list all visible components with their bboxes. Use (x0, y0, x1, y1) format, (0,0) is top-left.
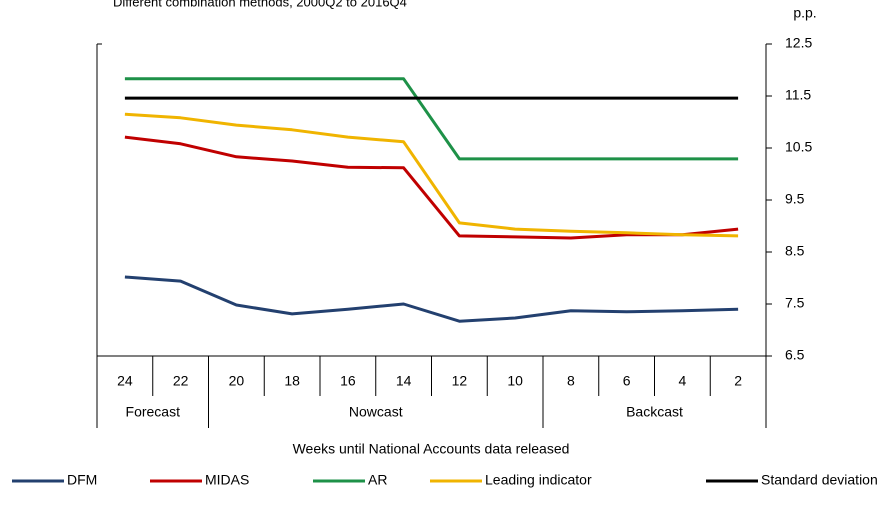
y-tick-label: 12.5 (785, 35, 812, 51)
x-tick-label: 6 (623, 373, 631, 389)
group-label: Backcast (626, 404, 683, 420)
x-tick-label: 22 (173, 373, 189, 389)
series-line (124, 112, 739, 238)
y-unit: p.p. (793, 5, 816, 21)
x-tick-label: 20 (229, 373, 245, 389)
x-tick-label: 16 (340, 373, 356, 389)
x-tick-label: 12 (452, 373, 468, 389)
legend-label: Leading indicator (485, 472, 592, 488)
group-label: Forecast (126, 404, 181, 420)
x-tick-label: 18 (284, 373, 300, 389)
series-line (124, 77, 739, 161)
y-tick-label: 7.5 (785, 295, 805, 311)
legend-label: Standard deviation (761, 472, 878, 488)
x-tick-label: 4 (678, 373, 686, 389)
legend-label: MIDAS (205, 472, 249, 488)
series-line (124, 275, 739, 323)
group-label: Nowcast (349, 404, 403, 420)
legend-label: AR (368, 472, 387, 488)
x-tick-label: 14 (396, 373, 412, 389)
y-tick-label: 11.5 (785, 87, 811, 103)
y-tick-label: 10.5 (785, 139, 812, 155)
x-tick-label: 8 (567, 373, 575, 389)
x-axis-title: Weeks until National Accounts data relea… (293, 441, 570, 457)
legend-label: DFM (67, 472, 97, 488)
chart-subtitle: Different combination methods, 2000Q2 to… (113, 0, 407, 9)
x-tick-label: 2 (734, 373, 742, 389)
x-tick-label: 24 (117, 373, 133, 389)
x-tick-label: 10 (507, 373, 523, 389)
y-tick-label: 8.5 (785, 243, 805, 259)
y-tick-label: 9.5 (785, 191, 805, 207)
series-line (124, 135, 739, 240)
y-tick-label: 6.5 (785, 347, 805, 363)
